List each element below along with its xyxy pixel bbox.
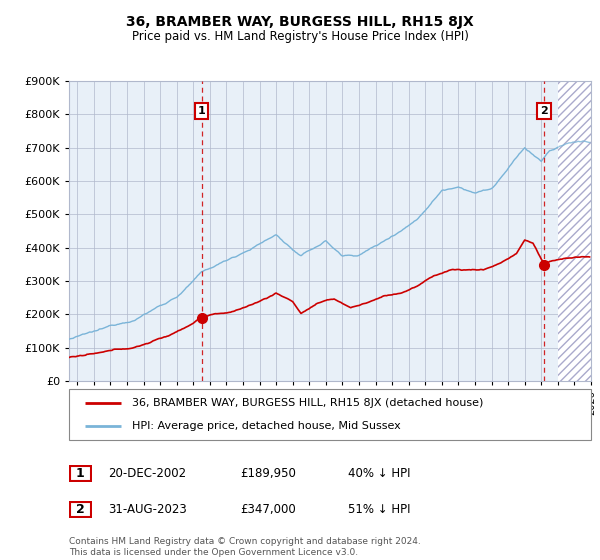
Text: 1: 1 [76,466,85,480]
Text: 31-AUG-2023: 31-AUG-2023 [108,503,187,516]
Text: Contains HM Land Registry data © Crown copyright and database right 2024.: Contains HM Land Registry data © Crown c… [69,537,421,546]
Bar [558,81,591,381]
Text: HPI: Average price, detached house, Mid Sussex: HPI: Average price, detached house, Mid … [131,421,400,431]
Text: 2: 2 [76,503,85,516]
FancyBboxPatch shape [70,466,91,480]
FancyBboxPatch shape [70,502,91,517]
Text: 1: 1 [197,106,205,116]
Text: 20-DEC-2002: 20-DEC-2002 [108,466,186,480]
Text: £347,000: £347,000 [240,503,296,516]
Text: 36, BRAMBER WAY, BURGESS HILL, RH15 8JX: 36, BRAMBER WAY, BURGESS HILL, RH15 8JX [126,15,474,29]
Text: 51% ↓ HPI: 51% ↓ HPI [348,503,410,516]
Text: £189,950: £189,950 [240,466,296,480]
Text: Price paid vs. HM Land Registry's House Price Index (HPI): Price paid vs. HM Land Registry's House … [131,30,469,43]
Text: 40% ↓ HPI: 40% ↓ HPI [348,466,410,480]
Text: 36, BRAMBER WAY, BURGESS HILL, RH15 8JX (detached house): 36, BRAMBER WAY, BURGESS HILL, RH15 8JX … [131,398,483,408]
FancyBboxPatch shape [69,389,591,440]
Text: This data is licensed under the Open Government Licence v3.0.: This data is licensed under the Open Gov… [69,548,358,557]
Text: 2: 2 [540,106,548,116]
